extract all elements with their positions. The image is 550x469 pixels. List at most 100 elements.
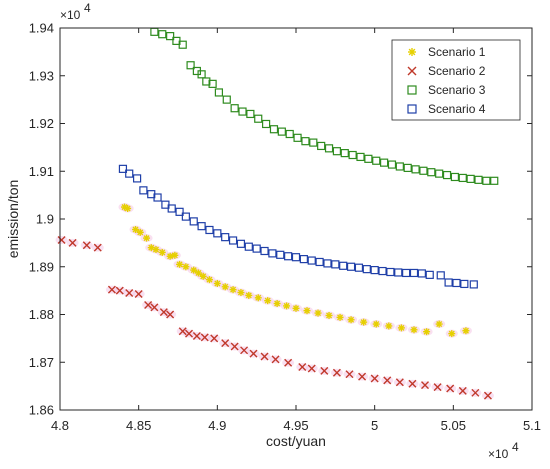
data-point <box>299 255 308 264</box>
data-point <box>158 248 166 256</box>
series-2 <box>57 236 492 400</box>
data-point <box>378 266 387 276</box>
y-axis: 1.86 1.87 1.88 1.89 1.9 1.91 1.92 1.93 1.94 <box>29 21 532 418</box>
data-point <box>383 376 392 385</box>
data-point <box>276 250 285 259</box>
y-axis-title: emission/ton <box>5 180 21 259</box>
x-tick-label: 5.05 <box>441 418 466 433</box>
legend-marker <box>407 66 417 76</box>
data-point <box>354 263 364 272</box>
x-tick-label: 4.8 <box>51 418 69 433</box>
y-tick-label: 1.91 <box>29 164 54 179</box>
data-point <box>450 172 460 182</box>
data-point <box>315 257 324 267</box>
data-point <box>442 170 452 180</box>
data-point <box>427 168 436 177</box>
data-point <box>134 289 143 298</box>
data-point <box>139 186 148 195</box>
data-point <box>222 95 231 104</box>
data-point <box>425 270 434 279</box>
data-point <box>364 154 373 163</box>
x-tick-label: 4.85 <box>126 418 151 433</box>
data-point <box>205 276 213 284</box>
series-1 <box>121 203 470 338</box>
data-point <box>380 158 389 167</box>
points-layer <box>57 27 499 400</box>
legend-marker <box>408 48 416 56</box>
y-tick-label: 1.89 <box>29 259 54 274</box>
data-point <box>221 233 230 242</box>
y-tick-label: 1.94 <box>29 21 54 36</box>
data-point <box>362 265 371 274</box>
data-point <box>325 311 333 319</box>
data-point <box>448 330 456 338</box>
data-point <box>202 77 211 86</box>
data-point <box>118 164 128 173</box>
legend-label: Scenario 3 <box>428 83 486 97</box>
data-point <box>186 61 195 70</box>
data-point <box>370 265 379 275</box>
data-point <box>458 173 467 183</box>
data-point <box>264 297 272 305</box>
data-point <box>307 256 316 265</box>
data-point <box>324 144 334 153</box>
data-point <box>433 383 442 392</box>
data-point <box>403 163 412 173</box>
data-point <box>458 386 467 395</box>
data-point <box>166 32 175 41</box>
data-point <box>372 156 381 165</box>
y-tick-label: 1.87 <box>29 355 54 370</box>
data-point <box>166 252 174 260</box>
data-point <box>208 79 217 88</box>
data-point <box>254 114 263 123</box>
data-point <box>347 316 355 324</box>
data-point <box>185 329 194 338</box>
series-4 <box>118 164 478 289</box>
data-point <box>240 346 249 355</box>
data-point <box>292 304 300 312</box>
data-point <box>190 266 198 274</box>
data-point <box>317 141 326 151</box>
data-point <box>236 239 246 248</box>
data-point <box>166 310 175 319</box>
data-point <box>323 259 332 268</box>
data-point <box>245 291 253 299</box>
data-point <box>336 313 344 321</box>
data-point <box>397 324 405 332</box>
data-point <box>229 286 237 294</box>
legend-item: Scenario 3 <box>407 83 486 97</box>
data-point <box>171 251 179 259</box>
data-point <box>332 147 342 156</box>
data-point <box>249 349 258 358</box>
data-point <box>462 327 470 335</box>
data-point <box>238 107 247 116</box>
data-point <box>115 286 124 295</box>
data-point <box>213 279 221 287</box>
data-point <box>260 352 269 361</box>
data-point <box>423 328 431 336</box>
x-tick-label: 5 <box>371 418 378 433</box>
data-point <box>309 138 318 147</box>
y-tick-label: 1.93 <box>29 68 54 83</box>
data-point <box>189 217 198 226</box>
legend: Scenario 1 Scenario 2 Scenario 3 Scenario 4 <box>391 39 521 121</box>
data-point <box>181 212 190 221</box>
data-point <box>395 162 404 171</box>
data-point <box>387 160 397 169</box>
data-point <box>244 242 253 251</box>
data-point <box>360 318 368 326</box>
data-point <box>345 370 354 379</box>
data-point <box>221 339 230 348</box>
legend-marker <box>407 104 417 114</box>
data-point <box>153 193 162 202</box>
data-point <box>200 333 209 342</box>
data-point <box>348 150 357 160</box>
data-point <box>395 378 404 387</box>
legend-item: Scenario 4 <box>407 102 486 116</box>
data-point <box>132 174 142 183</box>
data-point <box>408 379 417 388</box>
data-point <box>125 169 134 178</box>
data-point <box>460 279 469 289</box>
data-point <box>446 384 455 393</box>
